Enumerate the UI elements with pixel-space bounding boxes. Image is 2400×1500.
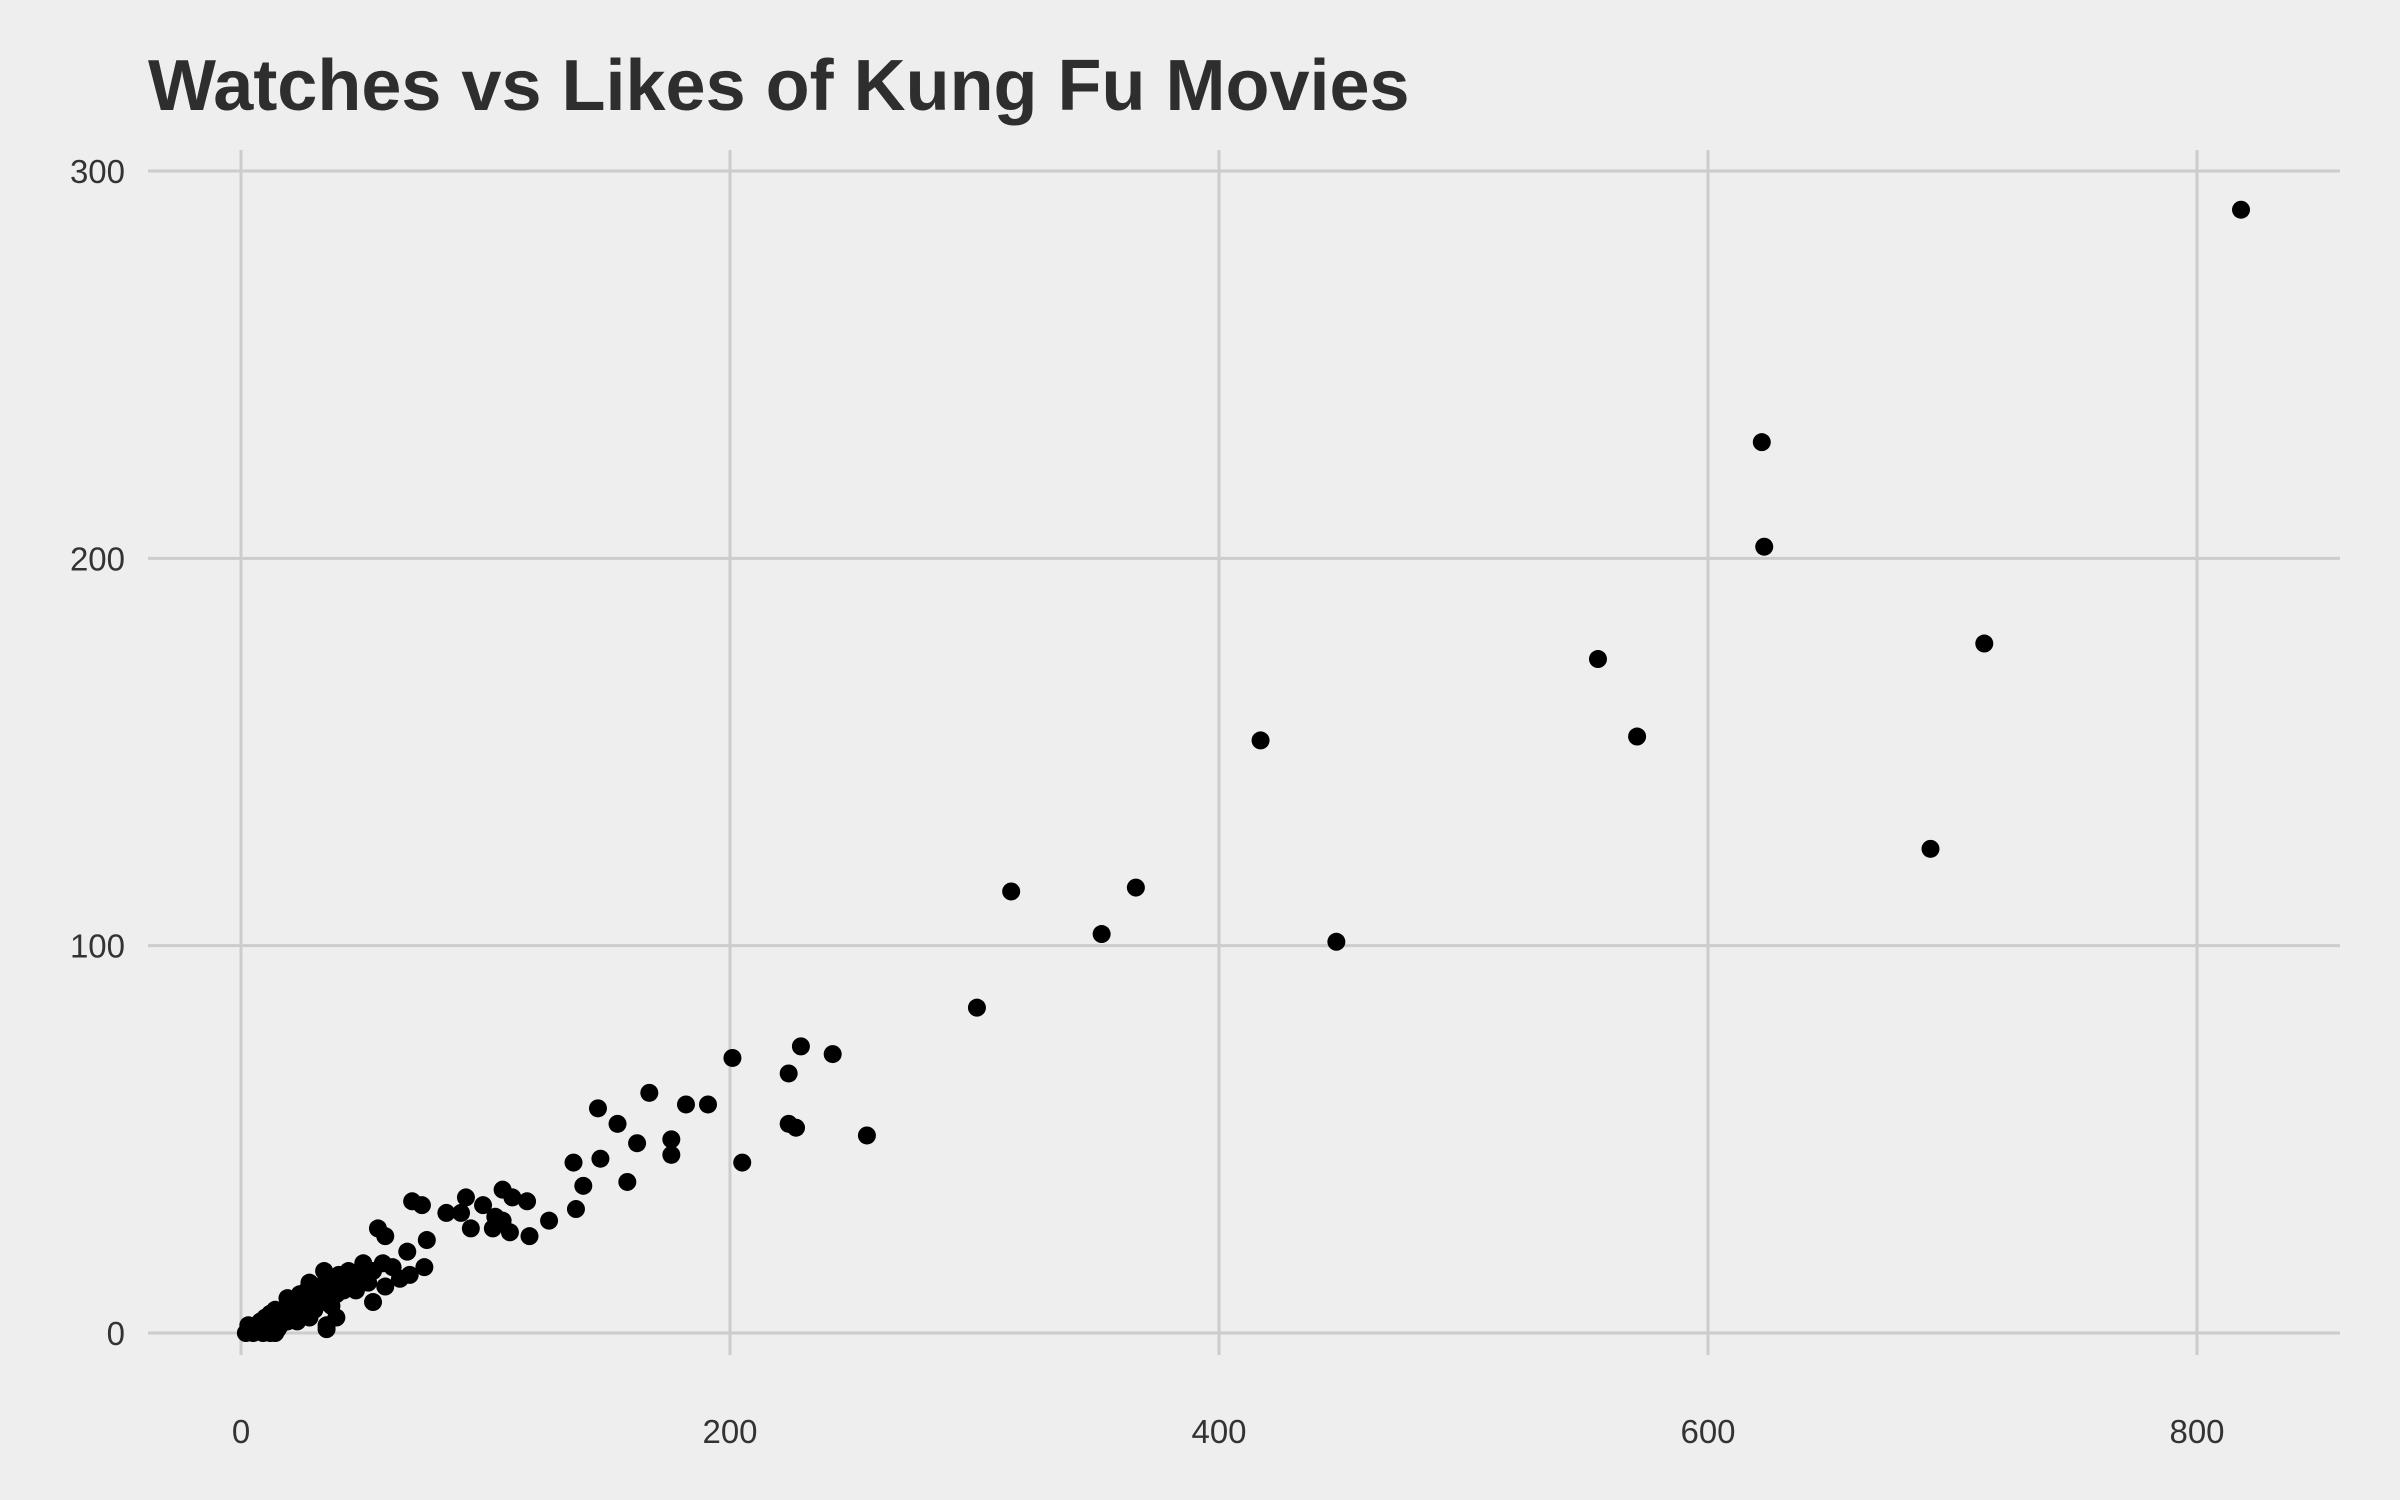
data-point bbox=[461, 1219, 480, 1238]
data-point bbox=[588, 1099, 607, 1118]
x-tick-label: 600 bbox=[1680, 1413, 1735, 1450]
data-point bbox=[503, 1188, 522, 1207]
y-tick-label: 200 bbox=[70, 540, 125, 577]
data-point bbox=[376, 1227, 395, 1246]
data-point bbox=[415, 1258, 434, 1277]
data-point bbox=[608, 1114, 627, 1133]
data-point bbox=[967, 998, 986, 1017]
data-point bbox=[733, 1153, 752, 1172]
data-point bbox=[591, 1149, 610, 1168]
data-point bbox=[1752, 433, 1771, 452]
chart-title: Watches vs Likes of Kung Fu Movies bbox=[148, 46, 1410, 126]
data-point bbox=[390, 1269, 409, 1288]
data-point bbox=[1327, 932, 1346, 951]
data-point bbox=[662, 1145, 681, 1164]
data-point bbox=[452, 1203, 471, 1222]
data-point bbox=[2232, 200, 2251, 219]
grid bbox=[148, 150, 2340, 1355]
data-point bbox=[376, 1277, 395, 1296]
data-point bbox=[564, 1153, 583, 1172]
data-point bbox=[417, 1231, 436, 1250]
data-point bbox=[791, 1037, 810, 1056]
x-tick-label: 200 bbox=[702, 1413, 757, 1450]
data-point bbox=[857, 1126, 876, 1145]
data-point bbox=[1921, 839, 1940, 858]
data-point bbox=[698, 1095, 717, 1114]
data-point bbox=[398, 1242, 417, 1261]
data-point bbox=[456, 1188, 475, 1207]
y-tick-label: 300 bbox=[70, 153, 125, 190]
data-point bbox=[1092, 925, 1111, 944]
y-tick-label: 0 bbox=[107, 1315, 125, 1352]
data-point bbox=[618, 1172, 637, 1191]
data-point bbox=[628, 1134, 647, 1153]
data-point bbox=[566, 1200, 585, 1219]
data-point bbox=[520, 1227, 539, 1246]
data-point bbox=[574, 1176, 593, 1195]
data-point bbox=[1755, 537, 1774, 556]
data-point bbox=[662, 1130, 681, 1149]
data-point bbox=[723, 1048, 742, 1067]
data-point bbox=[437, 1203, 456, 1222]
x-tick-label: 800 bbox=[2169, 1413, 2224, 1450]
data-point bbox=[823, 1045, 842, 1064]
data-point bbox=[1588, 650, 1607, 669]
data-point bbox=[779, 1064, 798, 1083]
data-point bbox=[317, 1320, 336, 1339]
data-point bbox=[1975, 634, 1994, 653]
data-point bbox=[288, 1312, 307, 1331]
data-point bbox=[1251, 731, 1270, 750]
data-point bbox=[483, 1219, 502, 1238]
y-tick-label: 100 bbox=[70, 928, 125, 965]
data-point bbox=[676, 1095, 695, 1114]
data-point bbox=[251, 1320, 270, 1339]
x-tick-label: 0 bbox=[232, 1413, 250, 1450]
data-point bbox=[1126, 878, 1145, 897]
data-point bbox=[266, 1324, 285, 1342]
data-point bbox=[412, 1196, 431, 1215]
data-points bbox=[236, 200, 2251, 1342]
data-point bbox=[364, 1293, 383, 1312]
tick-labels: 0 200 400 600 800 0 100 200 300 bbox=[70, 153, 2225, 1450]
data-point bbox=[346, 1281, 365, 1300]
data-point bbox=[1002, 882, 1021, 901]
data-point bbox=[1628, 727, 1647, 746]
data-point bbox=[640, 1083, 659, 1102]
data-point bbox=[500, 1223, 519, 1242]
x-tick-label: 400 bbox=[1191, 1413, 1246, 1450]
data-point bbox=[540, 1211, 559, 1230]
data-point bbox=[474, 1196, 493, 1215]
data-point bbox=[787, 1118, 806, 1137]
data-point bbox=[518, 1192, 537, 1211]
